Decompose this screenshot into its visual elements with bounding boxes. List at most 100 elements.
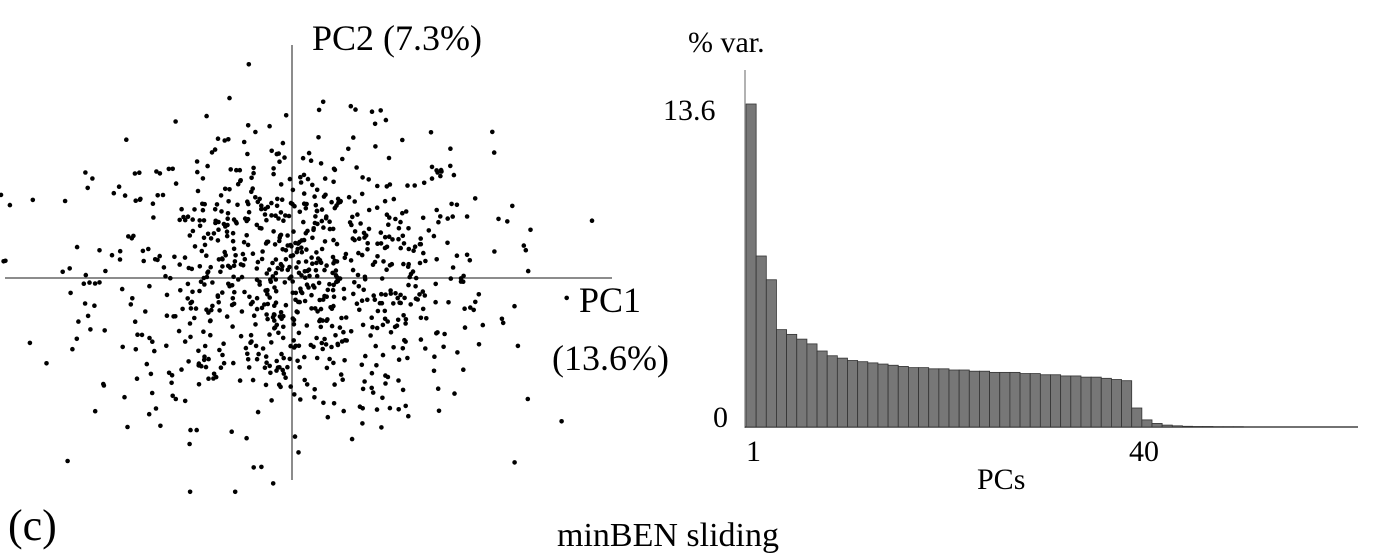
scatter-point <box>235 181 241 187</box>
scatter-point <box>317 257 323 263</box>
scatter-point <box>370 324 375 330</box>
scatter-point <box>226 199 231 204</box>
scatter-point <box>327 356 332 362</box>
scatter-point <box>254 222 260 228</box>
scatter-point <box>226 137 231 142</box>
scatter-point <box>429 176 435 181</box>
scatter-point <box>182 255 188 260</box>
scatter-point <box>296 260 301 265</box>
scatter-point <box>352 229 358 234</box>
scatter-point <box>273 288 279 294</box>
scatter-point <box>273 213 278 218</box>
scatter-point <box>139 332 145 338</box>
bar-pc-41 <box>1151 423 1163 428</box>
scatter-point <box>259 203 264 208</box>
scatter-point <box>462 325 468 330</box>
scatter-point <box>285 243 291 248</box>
scatter-point <box>411 248 416 253</box>
scatter-point <box>223 253 228 258</box>
scatter-point <box>204 113 209 119</box>
scatter-point <box>229 429 234 435</box>
scatter-point <box>242 289 247 295</box>
scatter-point <box>250 377 256 383</box>
bar-pc-6 <box>796 338 808 428</box>
scatter-point <box>109 252 115 258</box>
scatter-point <box>327 219 332 224</box>
scatter-point <box>386 222 391 227</box>
scatter-point <box>215 293 221 298</box>
scatter-point <box>344 338 350 343</box>
scatter-point <box>372 297 378 303</box>
scatter-point <box>254 356 260 362</box>
scatter-point <box>242 216 248 221</box>
scatter-point <box>217 347 222 353</box>
scatter-point <box>192 207 197 212</box>
scatter-point <box>403 209 409 214</box>
bar-pc-11 <box>847 360 859 428</box>
scatter-point <box>301 219 306 225</box>
scatter-point <box>263 382 269 388</box>
scatter-point <box>238 333 244 339</box>
scatter-point <box>455 350 460 355</box>
scatter-point <box>351 135 356 140</box>
scatter-point <box>327 226 333 232</box>
scatter-point <box>372 121 378 127</box>
scatter-point <box>216 300 221 305</box>
scatter-point <box>400 233 406 239</box>
scatter-point <box>314 250 319 255</box>
scatter-point <box>246 209 252 215</box>
scatter-point <box>220 290 225 295</box>
scatter-point <box>398 245 404 251</box>
scatter-point <box>27 340 33 346</box>
scatter-point <box>180 306 185 312</box>
scatter-point <box>434 257 440 262</box>
scatter-point <box>220 352 225 358</box>
scatter-point <box>187 233 193 238</box>
scatter-point <box>245 151 250 157</box>
scatter-point <box>280 367 286 373</box>
scatter-point <box>312 220 318 226</box>
bar-pc-16 <box>897 366 909 428</box>
scatter-point <box>267 267 272 272</box>
scatter-point <box>92 281 98 286</box>
scatter-point <box>272 285 277 290</box>
scatter-point <box>421 180 427 186</box>
scatter-point <box>245 199 250 204</box>
scatter-point <box>170 393 175 399</box>
scatter-point <box>192 244 198 249</box>
scatter-point <box>195 169 200 175</box>
scatter-point <box>225 222 230 228</box>
scatter-point <box>166 166 172 172</box>
scatter-point <box>260 249 265 254</box>
scatter-point <box>244 233 249 238</box>
scatter-point <box>241 139 247 145</box>
scatter-point <box>398 292 403 298</box>
scatter-point <box>314 187 320 193</box>
scatter-point <box>137 170 142 175</box>
bar-pc-21 <box>948 369 960 428</box>
scatter-point <box>122 193 128 198</box>
scatter-point <box>81 281 87 287</box>
scatter-point <box>188 334 193 340</box>
scatter-point <box>278 261 284 267</box>
scatter-point <box>403 403 409 409</box>
scatter-point <box>390 237 395 242</box>
scatter-point <box>523 247 529 253</box>
scatter-point <box>220 264 225 269</box>
scatter-point <box>340 156 345 162</box>
scatter-point <box>405 183 410 188</box>
scatter-point <box>315 309 320 314</box>
scatter-point <box>242 256 248 262</box>
scatter-point <box>141 258 146 264</box>
scatter-point <box>288 384 294 389</box>
scatter-point <box>182 398 188 404</box>
scatter-point <box>349 436 355 442</box>
scatter-point <box>249 189 254 195</box>
scatter-point <box>251 465 256 470</box>
scatter-point <box>179 206 184 212</box>
scatter-point <box>311 227 316 233</box>
scatter-point <box>281 324 286 330</box>
scatter-point <box>178 288 183 293</box>
scatter-point <box>402 295 407 301</box>
scatter-point <box>133 347 139 352</box>
